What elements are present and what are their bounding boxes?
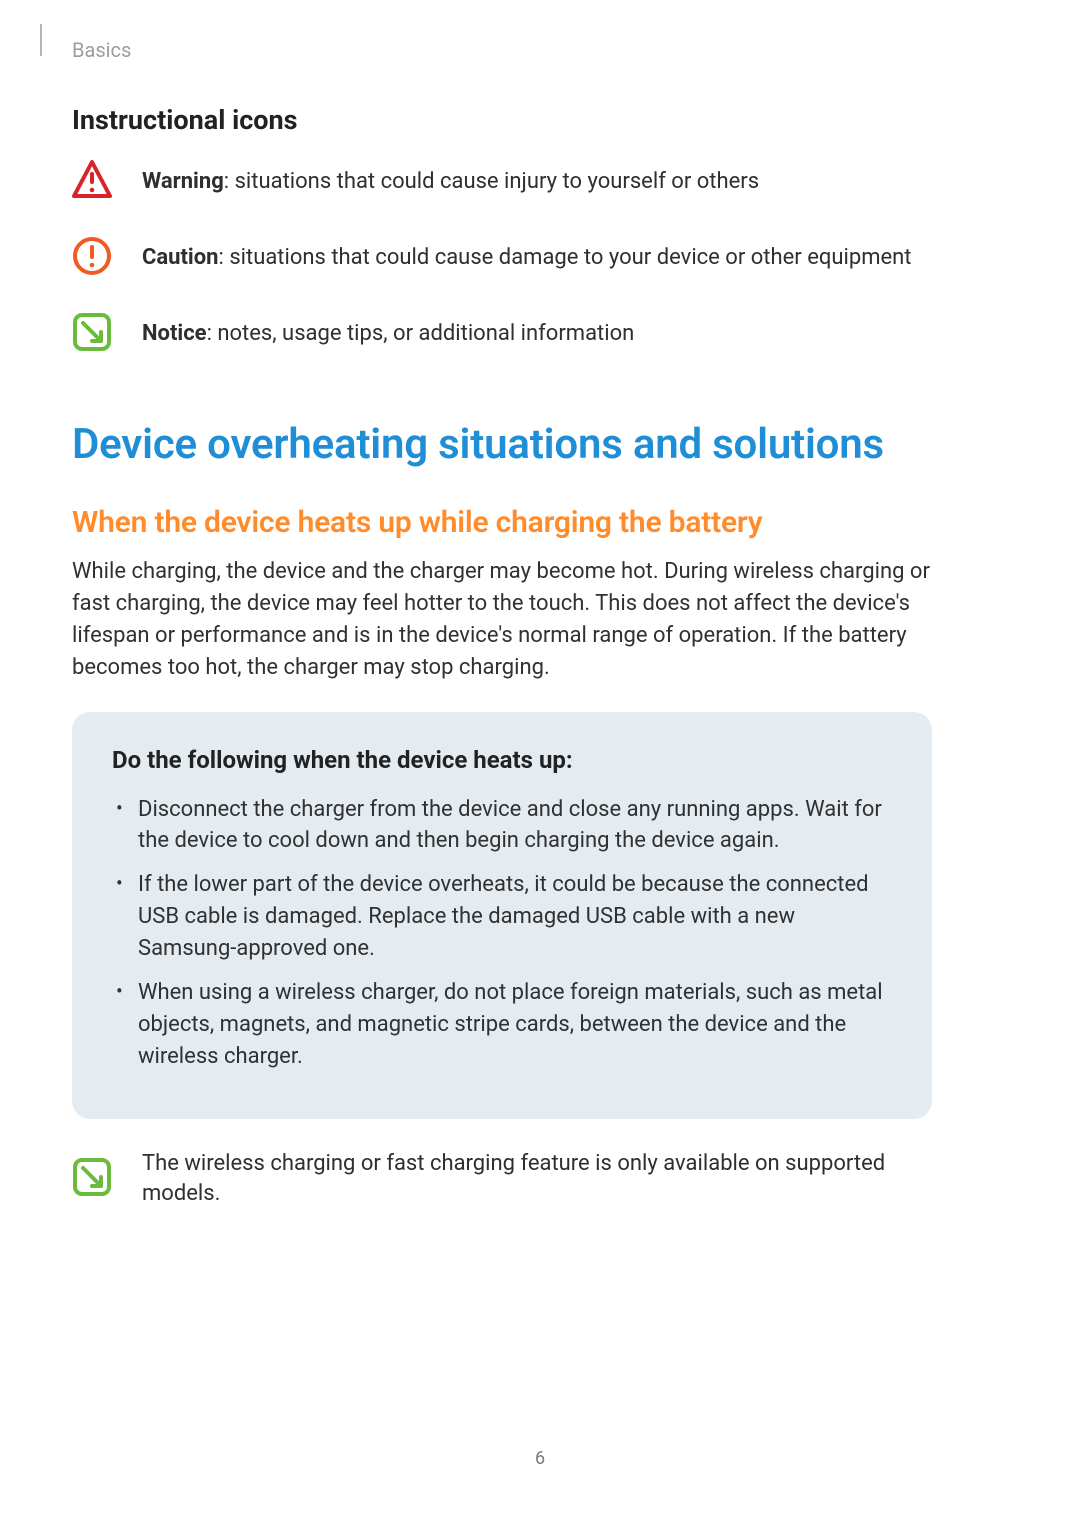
list-item: Disconnect the charger from the device a… [112,794,892,858]
page-header-rule [40,24,50,56]
instructional-icons-heading: Instructional icons [72,104,932,136]
callout-list: Disconnect the charger from the device a… [112,794,892,1073]
icon-row-warning: Warning: situations that could cause inj… [72,160,932,204]
icon-row-caution: Caution: situations that could cause dam… [72,236,932,280]
warning-label: Warning [142,169,224,194]
icon-row-notice: Notice: notes, usage tips, or additional… [72,312,932,356]
notice-icon [72,1157,112,1201]
callout-title: Do the following when the device heats u… [112,746,892,774]
notice-icon [72,312,112,356]
warning-text: Warning: situations that could cause inj… [142,167,759,198]
footnote-text: The wireless charging or fast charging f… [142,1149,932,1211]
notice-label: Notice [142,321,207,346]
chapter-label: Basics [72,38,131,62]
caution-label: Caution [142,245,219,270]
page-content: Instructional icons Warning: situations … [72,104,932,1242]
page-number: 6 [0,1448,1080,1469]
list-item: If the lower part of the device overheat… [112,869,892,965]
caution-text: Caution: situations that could cause dam… [142,243,912,274]
callout-box: Do the following when the device heats u… [72,712,932,1119]
icon-row-footnote: The wireless charging or fast charging f… [72,1149,932,1211]
section-title: Device overheating situations and soluti… [72,420,932,469]
notice-text: Notice: notes, usage tips, or additional… [142,319,634,350]
list-item: When using a wireless charger, do not pl… [112,977,892,1073]
warning-icon [72,160,112,204]
caution-icon [72,236,112,280]
subsection-title: When the device heats up while charging … [72,505,932,540]
intro-paragraph: While charging, the device and the charg… [72,556,932,684]
